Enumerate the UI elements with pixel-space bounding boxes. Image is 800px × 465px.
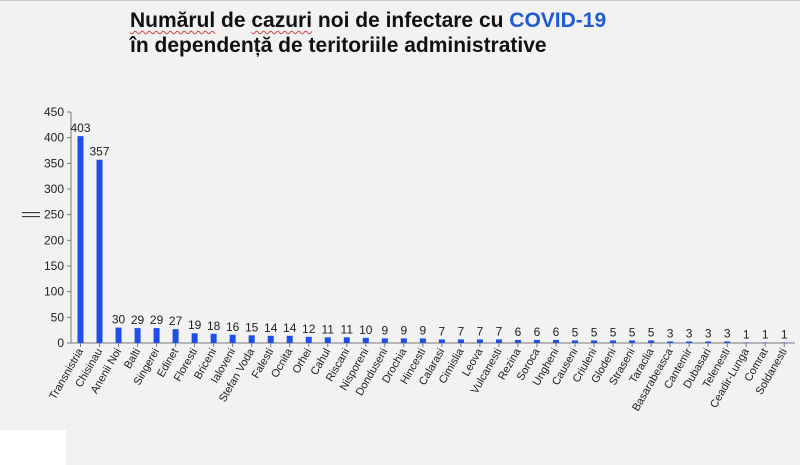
bar — [667, 341, 674, 343]
data-label: 7 — [477, 324, 484, 338]
bar — [705, 341, 712, 343]
bar — [134, 328, 141, 343]
bar — [553, 339, 559, 343]
bar — [533, 339, 540, 343]
title-word-de: de — [215, 9, 252, 32]
data-label: 27 — [169, 314, 183, 328]
bar — [724, 341, 731, 343]
y-tick-label: 200 — [44, 233, 64, 247]
data-label: 12 — [302, 322, 316, 336]
bar — [743, 342, 750, 344]
data-label: 30 — [112, 313, 126, 327]
data-label: 6 — [534, 325, 541, 339]
bar — [629, 340, 636, 343]
data-label: 357 — [90, 145, 110, 159]
bar — [591, 340, 598, 343]
bar — [438, 339, 445, 343]
data-label: 9 — [381, 323, 388, 337]
bar — [781, 342, 788, 344]
bar — [172, 329, 179, 343]
bar — [762, 342, 769, 344]
blank-corner-panel — [0, 430, 66, 465]
data-label: 29 — [131, 313, 145, 327]
data-label: 10 — [359, 323, 373, 337]
data-label: 14 — [264, 321, 278, 335]
bar — [686, 341, 693, 343]
y-tick-label: 50 — [51, 310, 65, 324]
data-label: 9 — [400, 323, 407, 337]
y-tick-label: 150 — [44, 259, 64, 273]
y-tick-label: 100 — [44, 285, 64, 299]
data-label: 18 — [207, 319, 221, 333]
data-label: 19 — [188, 318, 202, 332]
data-label: 6 — [553, 325, 560, 339]
data-label: 5 — [610, 325, 617, 339]
data-label: 7 — [439, 324, 446, 338]
bar — [457, 339, 464, 343]
data-label: 6 — [515, 325, 522, 339]
title-word-cazuri: cazuri — [251, 9, 313, 32]
bar — [267, 335, 274, 343]
bar — [191, 333, 198, 343]
y-tick-label: 300 — [44, 182, 64, 196]
data-label: 15 — [245, 320, 259, 334]
chart-title: Numărul de cazuri noi de infectare cu CO… — [130, 8, 606, 58]
bar — [648, 340, 655, 343]
data-label: 7 — [458, 324, 465, 338]
data-label: 11 — [341, 322, 354, 336]
title-word-numarul: Numărul — [130, 9, 216, 32]
data-label: 3 — [686, 326, 693, 340]
bar — [400, 338, 407, 343]
data-label: 5 — [648, 325, 655, 339]
bar — [77, 136, 84, 343]
y-tick-label: 250 — [44, 208, 64, 222]
bar — [610, 340, 617, 343]
bar — [514, 339, 521, 343]
data-label: 1 — [762, 327, 769, 341]
bar — [419, 338, 426, 343]
data-label: 5 — [629, 325, 636, 339]
bar — [115, 327, 122, 343]
data-label: 11 — [322, 322, 335, 336]
y-tick-label: 0 — [57, 336, 64, 350]
bar — [324, 337, 331, 343]
data-label: 5 — [591, 325, 598, 339]
title-covid: COVID-19 — [509, 9, 607, 32]
y-tick-label: 350 — [44, 156, 64, 170]
bar — [476, 339, 483, 343]
data-label: 16 — [226, 320, 240, 334]
bar — [305, 336, 312, 343]
data-label: 29 — [150, 313, 164, 327]
data-label: 7 — [496, 324, 503, 338]
data-label: 5 — [572, 325, 579, 339]
bar — [381, 338, 388, 343]
data-label: 14 — [283, 321, 297, 335]
bar — [229, 334, 236, 343]
y-tick-label: 450 — [44, 105, 64, 119]
data-label: 3 — [724, 326, 731, 340]
data-label: 1 — [781, 327, 788, 341]
bar — [362, 337, 369, 343]
bar — [96, 159, 103, 343]
data-label: 3 — [667, 326, 674, 340]
bar — [495, 339, 502, 343]
data-label: 9 — [420, 323, 427, 337]
y-tick-label: 400 — [44, 131, 64, 145]
bar — [343, 337, 350, 343]
bar — [210, 333, 217, 343]
top-border — [0, 0, 800, 1]
title-text-middle: noi de infectare cu — [312, 9, 510, 32]
bar — [572, 340, 579, 343]
bar — [248, 335, 255, 343]
bar — [286, 335, 293, 343]
data-label: 1 — [743, 327, 750, 341]
bar — [153, 328, 160, 343]
title-line-2: în dependență de teritoriile administrat… — [130, 34, 547, 57]
data-label: 403 — [70, 121, 90, 135]
data-label: 3 — [705, 326, 712, 340]
